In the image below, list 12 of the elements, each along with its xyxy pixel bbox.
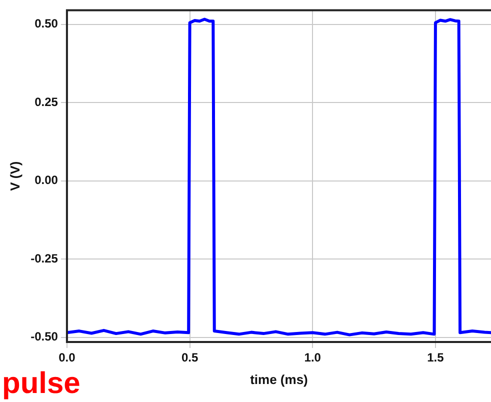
text: pulse	[2, 367, 80, 400]
y-tick-label: 0.25	[34, 94, 58, 109]
y-axis-title: V (V)	[7, 161, 22, 191]
x-tick-label: 0.0	[58, 350, 76, 365]
x-tick-label: 1.5	[427, 350, 444, 365]
y-tick-label: 0.00	[34, 173, 58, 188]
x-tick-label: 1.0	[304, 350, 322, 365]
y-tick-label: 0.50	[34, 16, 58, 31]
y-tick-label: -0.50	[30, 330, 58, 344]
x-tick-label: 0.5	[181, 350, 198, 365]
y-tick-label: -0.25	[30, 251, 58, 266]
x-axis-title: time (ms)	[250, 372, 308, 387]
